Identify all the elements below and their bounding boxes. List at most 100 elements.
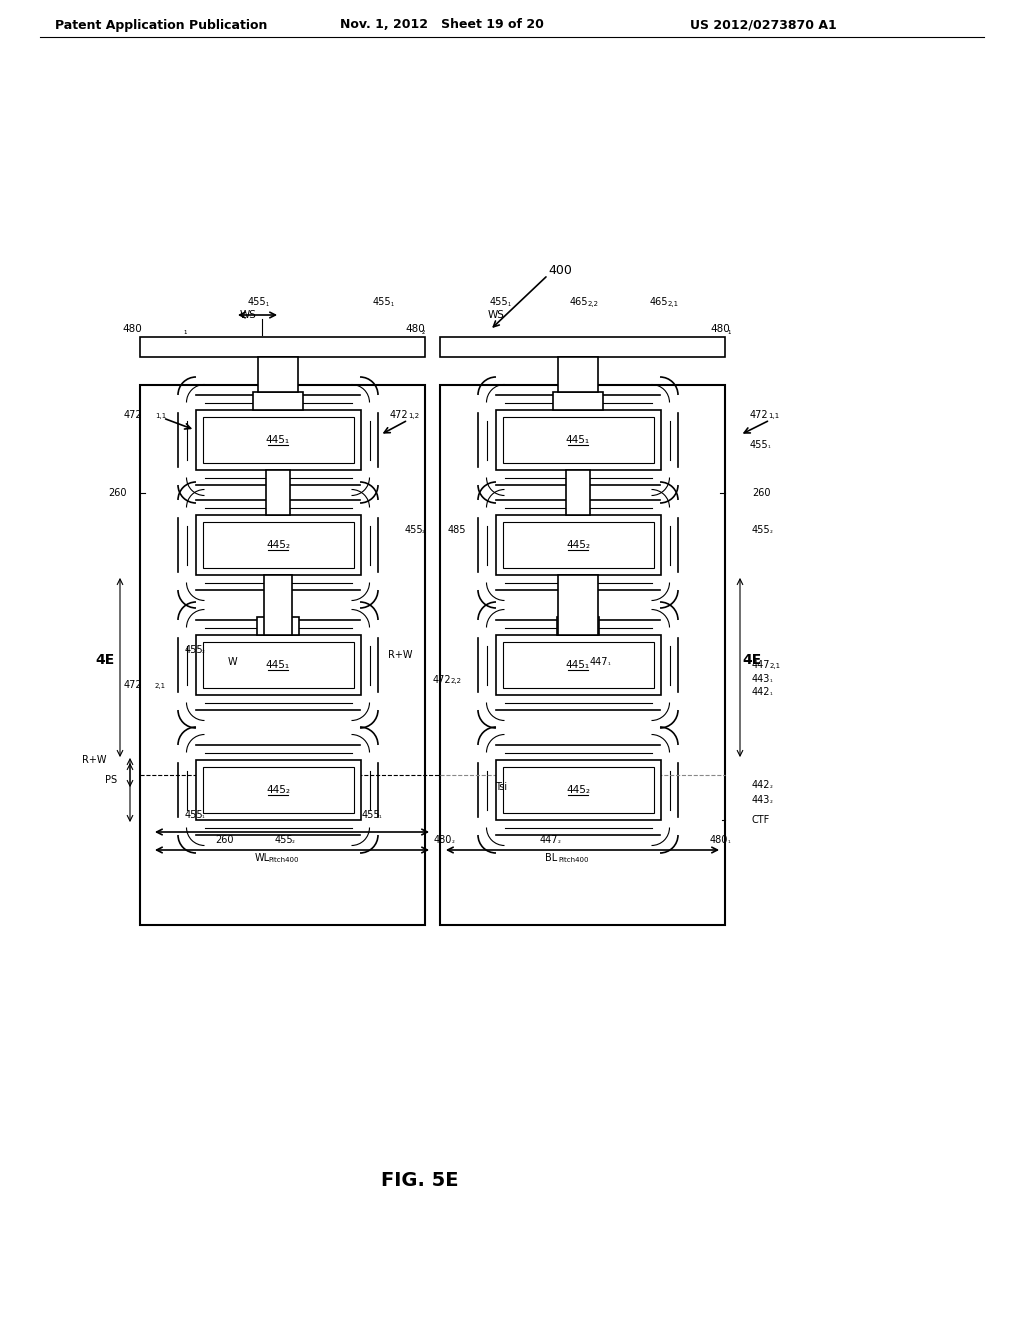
Text: 2,2: 2,2 (451, 678, 462, 684)
Bar (553, 392, 603, 411)
Text: 465: 465 (570, 297, 589, 308)
Bar (496, 635, 660, 696)
Text: ₁: ₁ (183, 327, 186, 337)
Bar (496, 760, 660, 820)
Text: 442: 442 (752, 780, 770, 789)
Text: 455: 455 (752, 525, 771, 535)
Bar (203, 642, 353, 688)
Text: Pitch400: Pitch400 (268, 857, 299, 863)
Text: US 2012/0273870 A1: US 2012/0273870 A1 (690, 18, 837, 32)
Text: 447: 447 (752, 660, 770, 671)
Text: ₁: ₁ (608, 660, 610, 667)
Text: ₁: ₁ (202, 813, 205, 818)
Text: CTF: CTF (752, 814, 770, 825)
Text: 1,1: 1,1 (768, 413, 779, 418)
Text: 455: 455 (275, 836, 294, 845)
Text: 455: 455 (750, 440, 769, 450)
Text: 2,1: 2,1 (668, 301, 679, 308)
Bar (557, 616, 599, 635)
Text: 472: 472 (123, 680, 142, 690)
Text: 443: 443 (752, 795, 770, 805)
Text: 480: 480 (406, 323, 425, 334)
Text: ₁: ₁ (379, 813, 382, 818)
Text: ₁: ₁ (770, 690, 773, 696)
Text: 445₁: 445₁ (266, 436, 290, 445)
Text: ₂: ₂ (770, 799, 773, 804)
Text: ₁: ₁ (507, 300, 510, 308)
Text: ₂: ₂ (292, 838, 295, 843)
Text: 445₂: 445₂ (266, 540, 290, 550)
Bar (266, 470, 290, 515)
Text: 445₁: 445₁ (266, 660, 290, 671)
Text: 1,1: 1,1 (155, 413, 166, 418)
Text: 472: 472 (750, 411, 769, 420)
Text: 472: 472 (433, 675, 452, 685)
Text: 480: 480 (434, 836, 453, 845)
Text: WS: WS (240, 310, 257, 319)
Bar (503, 417, 653, 463)
Text: 2,1: 2,1 (155, 682, 166, 689)
Text: 442: 442 (752, 686, 770, 697)
Text: 447: 447 (540, 836, 558, 845)
Text: PS: PS (105, 775, 117, 785)
Text: 455: 455 (406, 525, 424, 535)
Text: ₁: ₁ (770, 677, 773, 682)
Bar (496, 515, 660, 576)
Text: 455: 455 (185, 645, 204, 655)
Text: WL: WL (255, 853, 270, 863)
Text: ₁: ₁ (727, 327, 730, 337)
Text: Nov. 1, 2012   Sheet 19 of 20: Nov. 1, 2012 Sheet 19 of 20 (340, 18, 544, 32)
Bar (440, 385, 725, 925)
Text: ₂: ₂ (770, 528, 773, 535)
Bar (258, 356, 298, 392)
Text: 445₁: 445₁ (566, 660, 590, 671)
Text: ₂: ₂ (770, 783, 773, 789)
Text: 455: 455 (362, 810, 381, 820)
Text: ₂: ₂ (558, 838, 561, 843)
Text: ₁: ₁ (768, 444, 771, 449)
Text: 455: 455 (490, 297, 509, 308)
Text: 472: 472 (390, 411, 409, 420)
Text: 485: 485 (449, 525, 467, 535)
Text: ₂: ₂ (452, 838, 455, 843)
Text: ₁: ₁ (390, 300, 393, 308)
Bar (503, 642, 653, 688)
Bar (196, 515, 360, 576)
Bar (203, 767, 353, 813)
Text: 400: 400 (548, 264, 571, 276)
Text: ₁: ₁ (265, 300, 268, 308)
Text: R+W: R+W (388, 649, 413, 660)
Text: 480: 480 (710, 836, 728, 845)
Bar (440, 337, 725, 356)
Text: Tsi: Tsi (495, 781, 507, 792)
Text: 472: 472 (123, 411, 142, 420)
Text: 455: 455 (185, 810, 204, 820)
Text: WS: WS (488, 310, 505, 319)
Bar (503, 521, 653, 568)
Text: 445₂: 445₂ (566, 785, 590, 795)
Bar (196, 760, 360, 820)
Text: ₂: ₂ (422, 327, 425, 337)
Text: 455: 455 (373, 297, 391, 308)
Bar (196, 635, 360, 696)
Text: 465: 465 (650, 297, 669, 308)
Text: 260: 260 (215, 836, 233, 845)
Text: ₂: ₂ (422, 528, 425, 535)
Bar (140, 385, 425, 925)
Bar (558, 576, 598, 635)
Text: FIG. 5E: FIG. 5E (381, 1171, 459, 1189)
Bar (264, 576, 292, 635)
Text: 4E: 4E (95, 653, 115, 667)
Bar (257, 616, 299, 635)
Text: BL: BL (545, 853, 557, 863)
Text: Patent Application Publication: Patent Application Publication (55, 18, 267, 32)
Bar (140, 337, 425, 356)
Text: 260: 260 (108, 488, 127, 498)
Bar (558, 356, 598, 392)
Text: 4E: 4E (742, 653, 761, 667)
Text: ₁: ₁ (728, 838, 731, 843)
Text: 455: 455 (248, 297, 266, 308)
Bar (253, 392, 303, 411)
Text: 443: 443 (752, 675, 770, 684)
Text: 260: 260 (752, 488, 770, 498)
